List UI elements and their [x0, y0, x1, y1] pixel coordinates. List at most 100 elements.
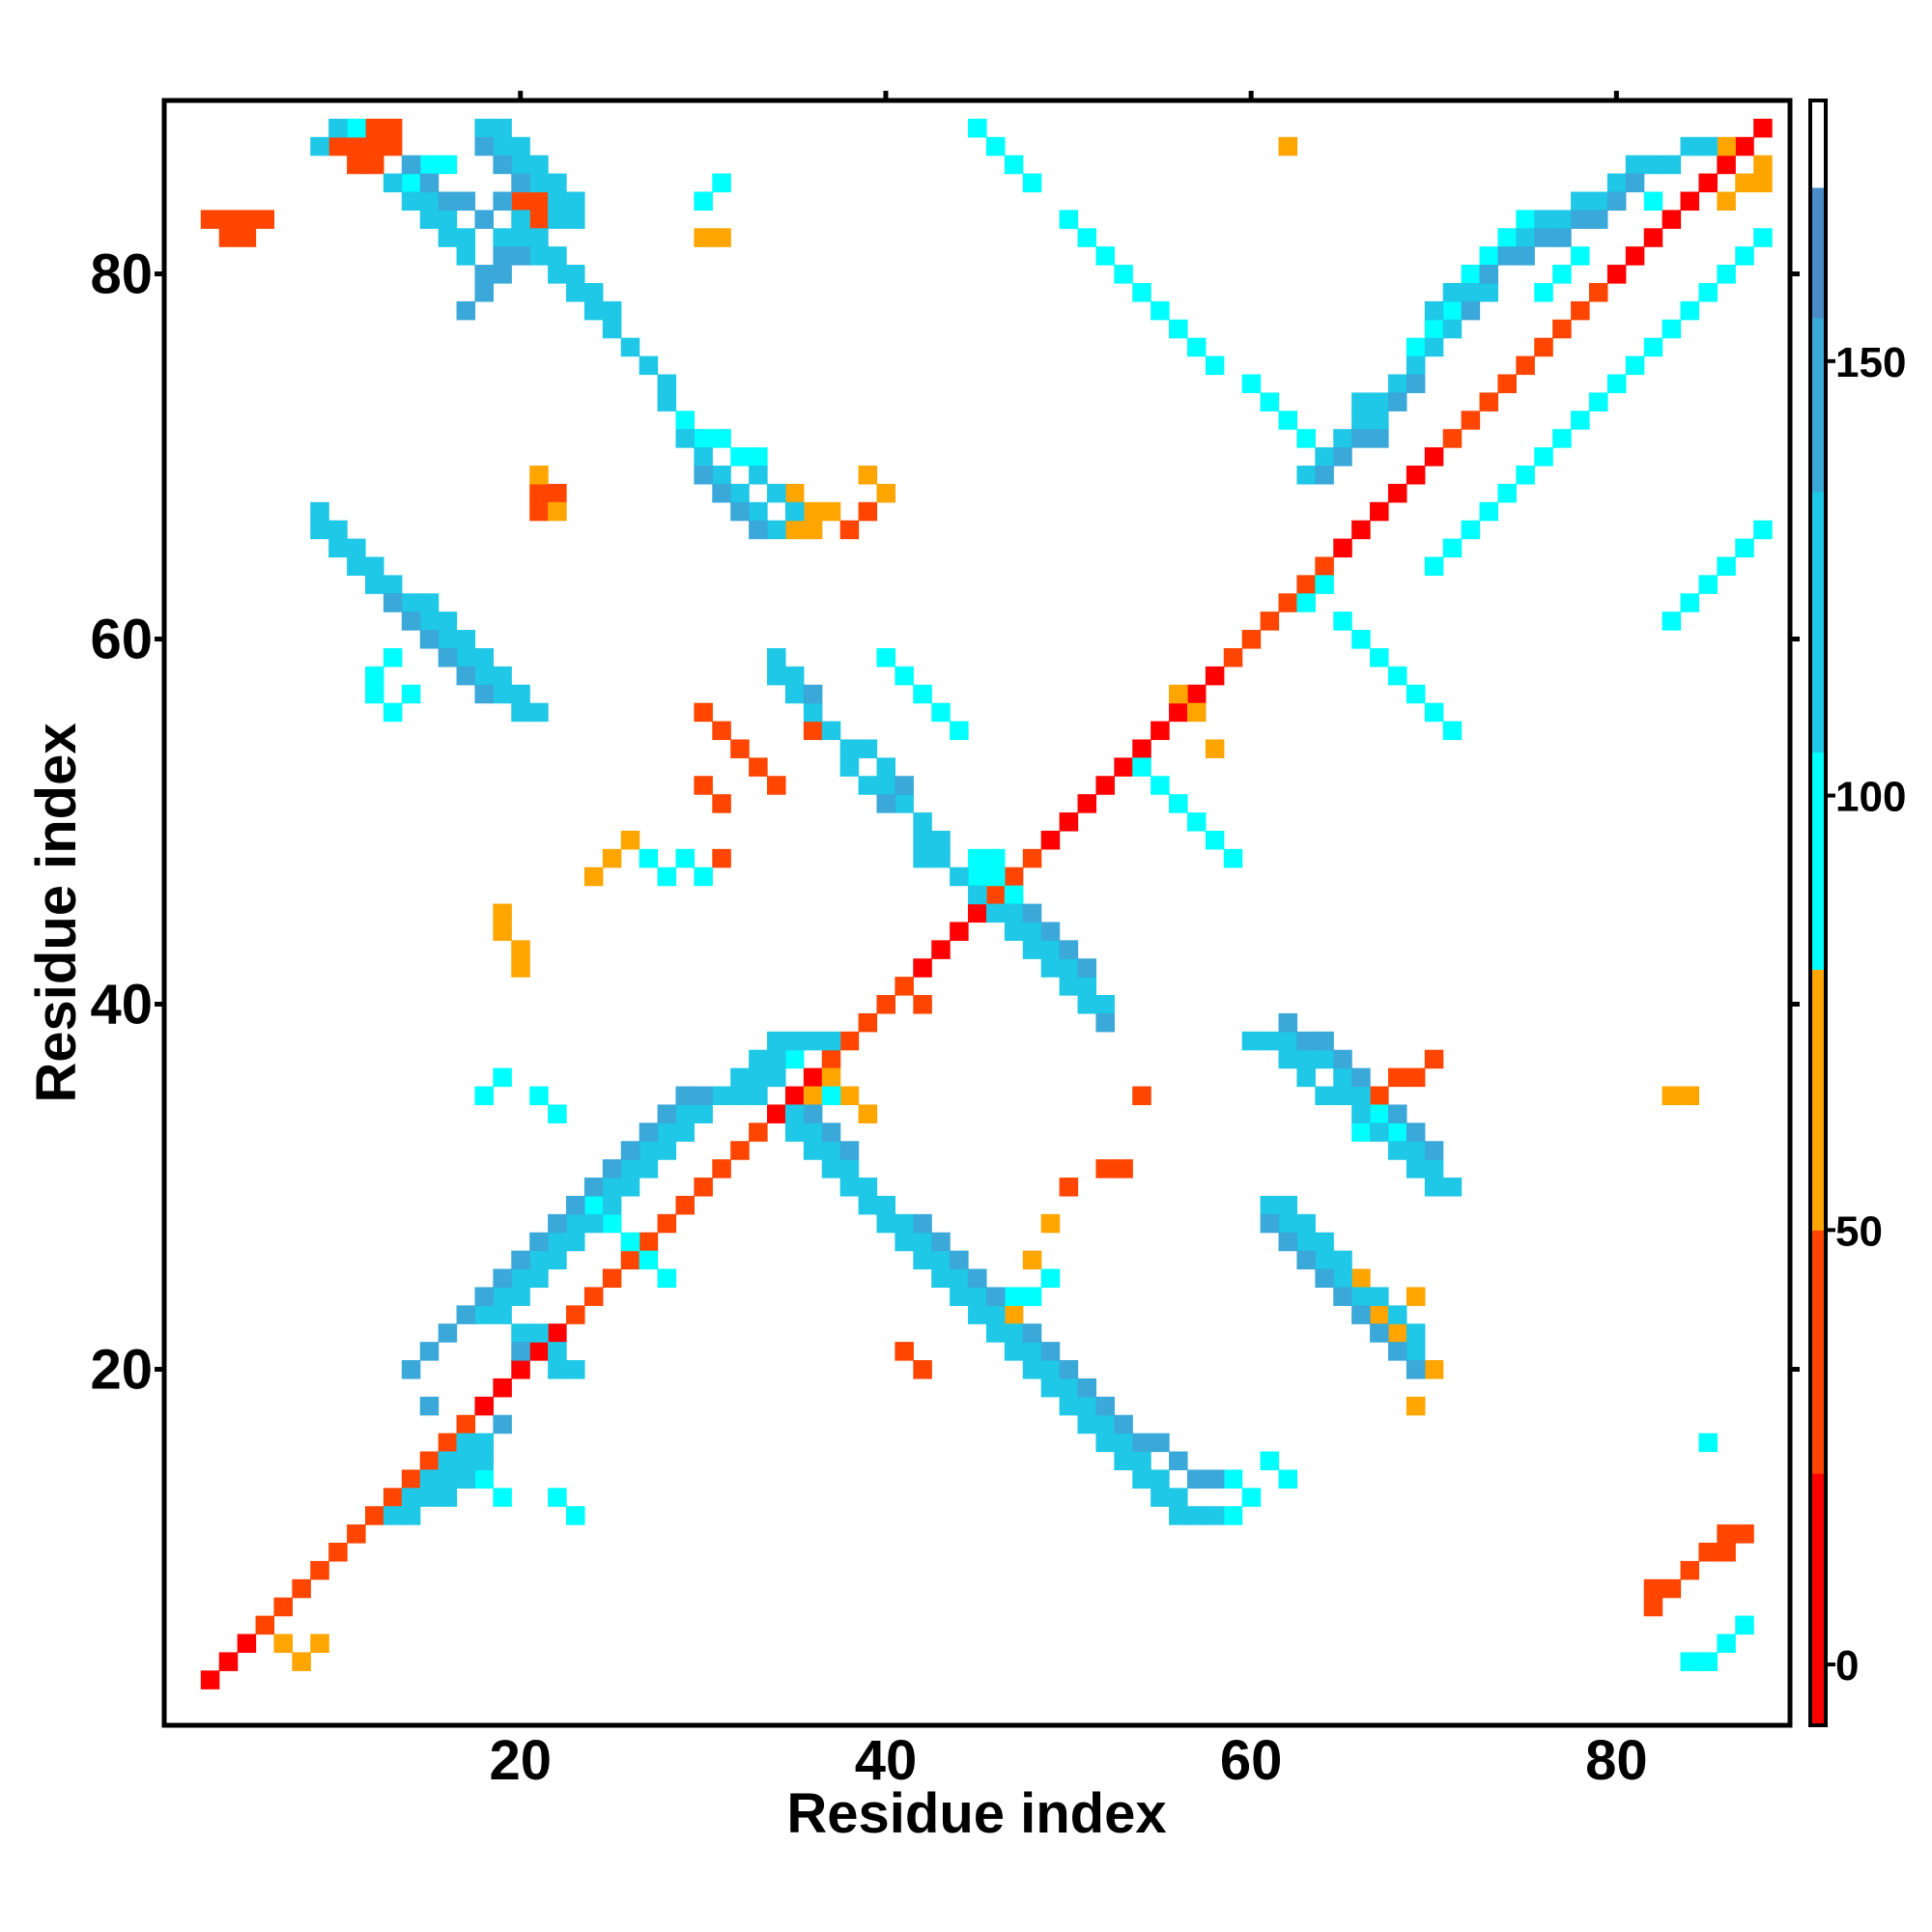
colorbar-band [1810, 1230, 1826, 1474]
heatmap-cell [1680, 1652, 1700, 1671]
heatmap-cell [383, 702, 403, 723]
heatmap-cell [803, 501, 823, 522]
heatmap-cell [1278, 593, 1298, 612]
heatmap-cell [1260, 1031, 1280, 1051]
heatmap-cell [821, 1159, 841, 1179]
heatmap-cell [1717, 1543, 1736, 1562]
heatmap-cell [1406, 1067, 1426, 1088]
heatmap-cell [456, 300, 476, 321]
heatmap-cell [292, 1652, 311, 1671]
colorbar: 0 50 100 150 [1808, 99, 1906, 1727]
heatmap-cell [1278, 1049, 1298, 1069]
heatmap-cell [347, 1524, 366, 1544]
heatmap-cell [548, 173, 567, 193]
heatmap-cell [1698, 1543, 1718, 1562]
heatmap-cell [511, 1250, 530, 1270]
heatmap-cell [548, 501, 567, 522]
heatmap-cell [694, 465, 713, 485]
heatmap-cell [639, 1232, 659, 1252]
heatmap-cell [438, 1433, 458, 1453]
heatmap-cell [1588, 282, 1608, 302]
heatmap-cell [749, 465, 768, 485]
heatmap-cell [1461, 411, 1481, 430]
heatmap-cell [493, 118, 512, 138]
colorbar-band [1810, 752, 1826, 970]
heatmap-cell [1022, 1250, 1042, 1270]
heatmap-cell [803, 684, 823, 704]
heatmap-cell [1186, 812, 1207, 832]
heatmap-cell [511, 1323, 530, 1343]
heatmap-cell [1077, 1396, 1097, 1416]
heatmap-cell [1151, 1488, 1170, 1507]
heatmap-cell [712, 228, 731, 247]
heatmap-cell [1077, 794, 1097, 813]
heatmap-cell [456, 1469, 476, 1489]
colorbar-band [1810, 317, 1826, 493]
heatmap-cell [1169, 684, 1188, 704]
heatmap-cell [1004, 903, 1024, 923]
heatmap-cell [657, 1104, 677, 1123]
heatmap-cell [493, 136, 512, 156]
heatmap-cell [328, 520, 348, 540]
heatmap-cell [1370, 647, 1389, 668]
heatmap-cell [1625, 246, 1645, 266]
heatmap-cell [474, 1086, 494, 1106]
heatmap-cell [1387, 666, 1407, 686]
heatmap-cell [895, 1232, 914, 1252]
heatmap-cell [749, 1067, 768, 1088]
heatmap-cell [401, 593, 421, 612]
heatmap-cell [749, 1049, 768, 1069]
heatmap-cell [1169, 1506, 1188, 1525]
x-tick-label: 60 [1220, 1729, 1283, 1792]
heatmap-cell [1151, 721, 1170, 741]
heatmap-cell [694, 1178, 713, 1197]
heatmap-cell [1241, 1488, 1262, 1507]
heatmap-cell [821, 1049, 841, 1069]
heatmap-cell [1059, 210, 1079, 229]
heatmap-cell [1296, 429, 1316, 448]
heatmap-cell [474, 1305, 494, 1324]
heatmap-cell [1643, 228, 1663, 247]
heatmap-cell [657, 1268, 677, 1289]
heatmap-cell [1004, 885, 1024, 905]
heatmap-cell [1461, 282, 1481, 302]
heatmap-cell [419, 1342, 440, 1361]
heatmap-cell [694, 1104, 713, 1123]
heatmap-cell [548, 265, 567, 284]
x-tick-label: 40 [855, 1729, 918, 1792]
heatmap-cell [566, 191, 585, 211]
heatmap-cell [1370, 392, 1389, 412]
heatmap-cell [1296, 593, 1316, 612]
heatmap-cell [821, 501, 841, 522]
heatmap-cell [401, 611, 421, 631]
heatmap-cell [438, 210, 458, 229]
heatmap-cell [1296, 1049, 1316, 1069]
heatmap-cell [1698, 1652, 1718, 1671]
heatmap-cell [620, 1141, 640, 1160]
heatmap-cell [1387, 392, 1407, 412]
heatmap-cell [803, 1067, 823, 1088]
heatmap-cell [784, 684, 805, 704]
heatmap-cell [657, 392, 677, 412]
heatmap-cell [1717, 191, 1736, 211]
heatmap-cell [712, 848, 731, 868]
heatmap-cell [383, 136, 403, 156]
heatmap-cell [1571, 411, 1590, 430]
heatmap-cell [493, 666, 512, 686]
heatmap-cell [657, 867, 677, 887]
heatmap-cell [1205, 1506, 1225, 1525]
heatmap-cell [548, 1342, 567, 1361]
heatmap-cell [1643, 1597, 1663, 1617]
heatmap-cell [602, 319, 622, 339]
heatmap-cell [200, 210, 220, 229]
heatmap-cell [1698, 1433, 1718, 1453]
heatmap-cell [639, 355, 659, 376]
heatmap-cell [1022, 1323, 1042, 1343]
heatmap-cell [511, 1287, 530, 1306]
x-axis-ticks: 20 40 60 80 [489, 91, 1648, 1792]
heatmap-cell [858, 465, 878, 485]
heatmap-cell [694, 702, 713, 723]
heatmap-cell [401, 173, 421, 193]
heatmap-cell [200, 1670, 220, 1690]
heatmap-cell [1534, 282, 1553, 302]
